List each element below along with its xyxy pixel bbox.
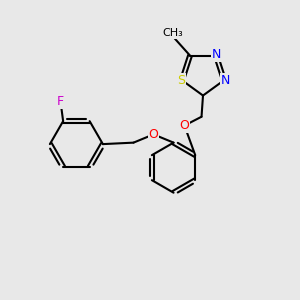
Text: O: O <box>179 119 189 132</box>
Text: CH₃: CH₃ <box>163 28 184 38</box>
Text: N: N <box>221 74 230 87</box>
Text: N: N <box>212 48 221 61</box>
Text: F: F <box>57 94 64 108</box>
Text: O: O <box>148 128 158 141</box>
Text: S: S <box>177 74 185 87</box>
